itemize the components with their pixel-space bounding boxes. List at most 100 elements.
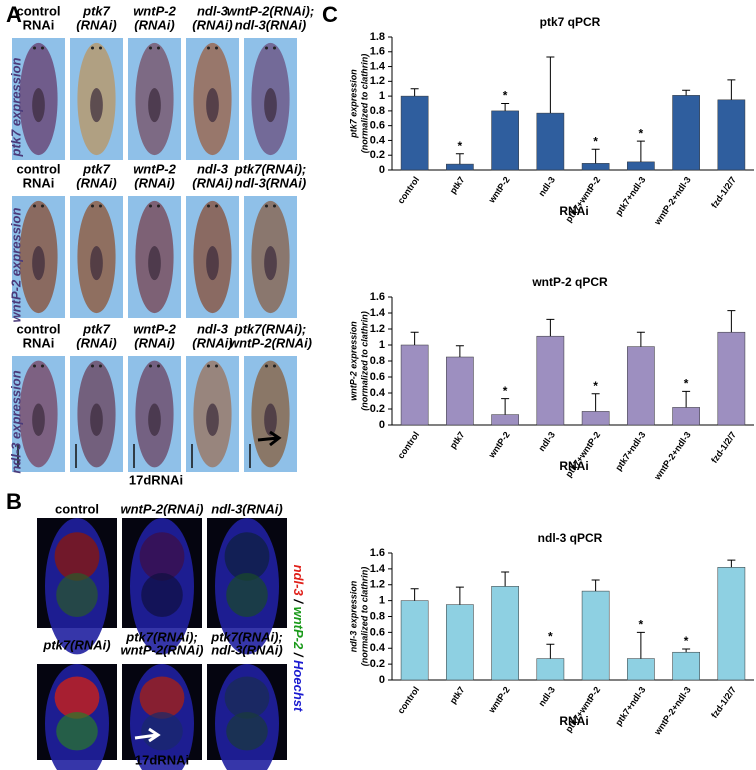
bar bbox=[581, 590, 610, 681]
y-axis-label: (normalized to clathrin) bbox=[359, 311, 369, 411]
error-bar bbox=[727, 559, 736, 568]
panel-letter: C bbox=[322, 2, 338, 27]
x-tick-label: ptk7 bbox=[448, 175, 467, 196]
error-bar bbox=[410, 88, 419, 97]
y-tick-label: 1.8 bbox=[370, 31, 385, 43]
error-bar bbox=[591, 393, 600, 412]
column-label: wntP-2 bbox=[133, 3, 176, 18]
x-tick-label: wntP-2 bbox=[486, 430, 512, 461]
column-label: (RNAi) bbox=[192, 335, 232, 350]
column-label: RNAi bbox=[23, 335, 55, 350]
worm-eye bbox=[215, 46, 218, 50]
bar bbox=[446, 163, 474, 171]
worm-pharynx bbox=[264, 246, 277, 281]
worm-signal bbox=[56, 712, 98, 751]
worm-pharynx bbox=[206, 88, 219, 123]
worm-pharynx bbox=[32, 403, 45, 437]
worm-eye bbox=[91, 204, 94, 208]
column-label: (RNAi) bbox=[134, 175, 174, 190]
x-tick-label: fzd-1/2/7 bbox=[709, 175, 738, 210]
significance-marker: * bbox=[639, 618, 644, 632]
worm-eye bbox=[99, 364, 102, 368]
significance-marker: * bbox=[548, 629, 553, 643]
worm-eye bbox=[273, 204, 276, 208]
worm-eye bbox=[99, 204, 102, 208]
column-label: ptk7 bbox=[82, 161, 111, 176]
x-tick-label: wntP-2 bbox=[486, 685, 512, 716]
y-tick-label: 0.8 bbox=[370, 610, 385, 622]
error-bar bbox=[546, 643, 555, 659]
x-tick-label: ptk7+ndl-3 bbox=[613, 685, 647, 728]
x-tick-label: wntP-2 bbox=[486, 175, 512, 206]
worm-eye bbox=[207, 46, 210, 50]
error-bar bbox=[682, 390, 691, 408]
x-tick-label: ndl-3 bbox=[536, 175, 557, 198]
error-bar bbox=[591, 148, 600, 164]
chart-title: wntP-2 qPCR bbox=[531, 275, 608, 289]
significance-marker: * bbox=[639, 126, 644, 140]
error-bar bbox=[636, 140, 645, 162]
error-bar bbox=[455, 153, 464, 165]
column-label: ndl-3(RNAi) bbox=[211, 501, 283, 516]
y-tick-label: 1.2 bbox=[370, 323, 385, 335]
worm-eye bbox=[33, 204, 36, 208]
worm-signal bbox=[54, 676, 100, 719]
bar bbox=[581, 163, 610, 171]
bar bbox=[581, 411, 610, 426]
chart-title: ndl-3 qPCR bbox=[538, 531, 603, 545]
x-tick-label: ndl-3 bbox=[536, 430, 557, 453]
channel-label: ndl-3 / wntP-2 / Hoechst bbox=[291, 565, 306, 712]
bar bbox=[536, 335, 565, 426]
column-label: control bbox=[55, 501, 99, 516]
x-axis-label: RNAi bbox=[559, 204, 588, 218]
worm-pharynx bbox=[90, 246, 103, 281]
column-label: wntP-2(RNAi) bbox=[120, 501, 203, 516]
y-tick-label: 0.4 bbox=[370, 134, 386, 146]
worm-pharynx bbox=[148, 403, 161, 437]
y-tick-label: 1.6 bbox=[370, 547, 385, 559]
y-tick-label: 0.6 bbox=[370, 120, 385, 132]
y-axis-label: ptk7 expression bbox=[348, 69, 358, 139]
worm-eye bbox=[91, 46, 94, 50]
worm-eye bbox=[33, 364, 36, 368]
y-axis-label: (normalized to clathrin) bbox=[359, 567, 369, 667]
column-label: control bbox=[16, 321, 60, 336]
column-label: ptk7 bbox=[82, 321, 111, 336]
y-tick-label: 0.6 bbox=[370, 626, 385, 638]
column-label: ndl-3 bbox=[197, 321, 229, 336]
column-label: RNAi bbox=[23, 175, 55, 190]
worm-eye bbox=[157, 364, 160, 368]
worm-eye bbox=[33, 46, 36, 50]
y-axis-label: wntP-2 expression bbox=[348, 321, 358, 401]
worm-pharynx bbox=[90, 88, 103, 123]
x-tick-label: fzd-1/2/7 bbox=[709, 685, 738, 720]
row-side-label: ptk7 expression bbox=[8, 57, 23, 157]
worm-signal bbox=[224, 532, 270, 581]
significance-marker: * bbox=[503, 89, 508, 103]
worm-eye bbox=[157, 46, 160, 50]
worm-eye bbox=[207, 204, 210, 208]
column-label: ptk7(RNAi) bbox=[42, 637, 110, 652]
x-tick-label: ptk7+ndl-3 bbox=[613, 175, 647, 218]
worm-signal bbox=[139, 676, 185, 719]
bar bbox=[400, 344, 429, 426]
worm-pharynx bbox=[264, 403, 277, 437]
bar bbox=[446, 604, 474, 681]
error-bar bbox=[455, 586, 464, 605]
y-tick-label: 0.8 bbox=[370, 355, 385, 367]
row-side-label: wntP-2 expression bbox=[8, 208, 23, 323]
worm-eye bbox=[41, 46, 44, 50]
column-label: RNAi bbox=[23, 17, 55, 32]
error-bar bbox=[455, 345, 464, 357]
error-bar bbox=[410, 331, 419, 345]
column-label: ptk7(RNAi); bbox=[210, 629, 283, 644]
channel-label-part: / bbox=[291, 596, 306, 607]
x-axis-label: RNAi bbox=[559, 714, 588, 728]
column-label: wntP-2(RNAi) bbox=[120, 642, 203, 657]
arrow bbox=[134, 727, 161, 743]
bar bbox=[717, 331, 746, 426]
x-tick-label: ptk7+ndl-3 bbox=[613, 430, 647, 473]
x-tick-label: control bbox=[396, 175, 422, 206]
column-label: (RNAi) bbox=[192, 175, 232, 190]
worm-signal bbox=[139, 532, 185, 581]
